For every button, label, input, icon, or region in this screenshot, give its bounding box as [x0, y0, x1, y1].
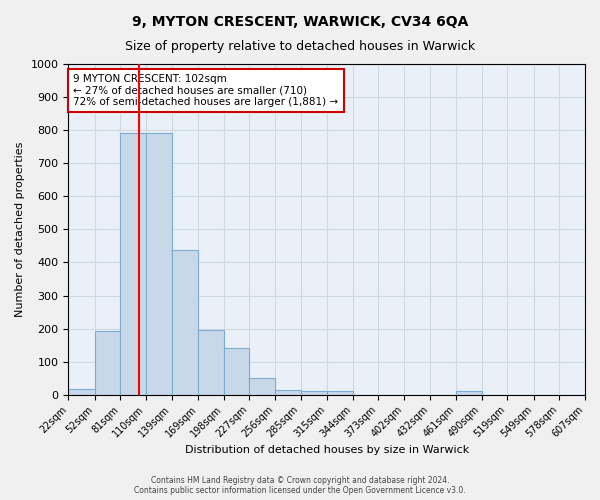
Bar [327, 392, 353, 394]
Bar [275, 390, 301, 394]
Bar [68, 389, 95, 394]
Bar [198, 330, 224, 394]
Bar [172, 250, 198, 394]
Bar [95, 331, 121, 394]
Bar [224, 348, 250, 395]
Text: 9 MYTON CRESCENT: 102sqm
← 27% of detached houses are smaller (710)
72% of semi-: 9 MYTON CRESCENT: 102sqm ← 27% of detach… [73, 74, 338, 107]
Bar [250, 378, 275, 394]
Text: Size of property relative to detached houses in Warwick: Size of property relative to detached ho… [125, 40, 475, 53]
Text: 9, MYTON CRESCENT, WARWICK, CV34 6QA: 9, MYTON CRESCENT, WARWICK, CV34 6QA [132, 15, 468, 29]
Text: Contains HM Land Registry data © Crown copyright and database right 2024.
Contai: Contains HM Land Registry data © Crown c… [134, 476, 466, 495]
X-axis label: Distribution of detached houses by size in Warwick: Distribution of detached houses by size … [185, 445, 469, 455]
Bar [301, 392, 327, 394]
Bar [146, 134, 172, 394]
Bar [121, 134, 146, 394]
Y-axis label: Number of detached properties: Number of detached properties [15, 142, 25, 317]
Bar [456, 392, 482, 394]
